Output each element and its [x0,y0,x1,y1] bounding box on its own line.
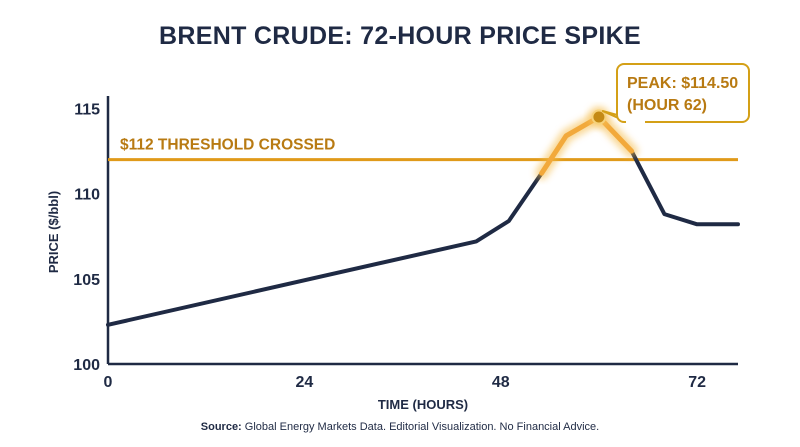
x-tick-label: 72 [688,374,706,391]
peak-marker [591,109,607,125]
source-note: Source: Global Energy Markets Data. Edit… [0,421,800,433]
x-tick-label: 24 [295,374,313,391]
y-axis-title: PRICE ($/bbl) [46,191,61,273]
threshold-label: $112 THRESHOLD CROSSED [120,137,335,154]
chart-title: BRENT CRUDE: 72-HOUR PRICE SPIKE [159,22,641,50]
y-tick-label: 110 [74,187,100,204]
callout-seam [626,120,645,124]
x-tick-label: 0 [104,374,113,391]
peak-label-line2: (HOUR 62) [627,97,707,114]
peak-callout-box [616,63,750,123]
peak-label-line1: PEAK: $114.50 [627,75,738,92]
source-text: Global Energy Markets Data. Editorial Vi… [244,421,600,433]
y-tick-label: 100 [73,357,100,374]
source-prefix: Source: [200,421,242,433]
y-tick-label: 115 [74,102,100,119]
y-tick-label: 105 [73,272,100,289]
spike-highlight [539,114,635,176]
x-axis-title: TIME (HOURS) [378,397,468,412]
x-tick-label: 48 [492,374,510,391]
